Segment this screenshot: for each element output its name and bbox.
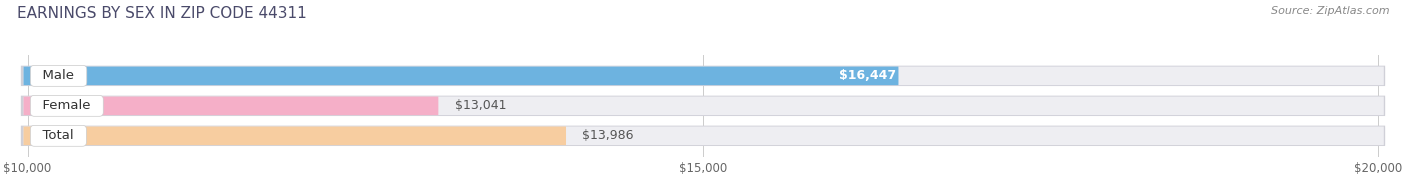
Text: $13,041: $13,041 (454, 99, 506, 112)
Text: Total: Total (34, 129, 83, 142)
FancyBboxPatch shape (21, 126, 1385, 146)
Text: $16,447: $16,447 (838, 69, 896, 82)
Text: Male: Male (34, 69, 83, 82)
Text: Source: ZipAtlas.com: Source: ZipAtlas.com (1271, 6, 1389, 16)
FancyBboxPatch shape (21, 96, 1385, 116)
FancyBboxPatch shape (24, 67, 1384, 85)
Text: $13,986: $13,986 (582, 129, 634, 142)
FancyBboxPatch shape (21, 66, 1385, 86)
Text: Female: Female (34, 99, 100, 112)
Text: EARNINGS BY SEX IN ZIP CODE 44311: EARNINGS BY SEX IN ZIP CODE 44311 (17, 6, 307, 21)
FancyBboxPatch shape (24, 127, 1384, 145)
FancyBboxPatch shape (24, 67, 898, 85)
FancyBboxPatch shape (24, 97, 439, 115)
FancyBboxPatch shape (24, 97, 1384, 115)
FancyBboxPatch shape (24, 127, 567, 145)
